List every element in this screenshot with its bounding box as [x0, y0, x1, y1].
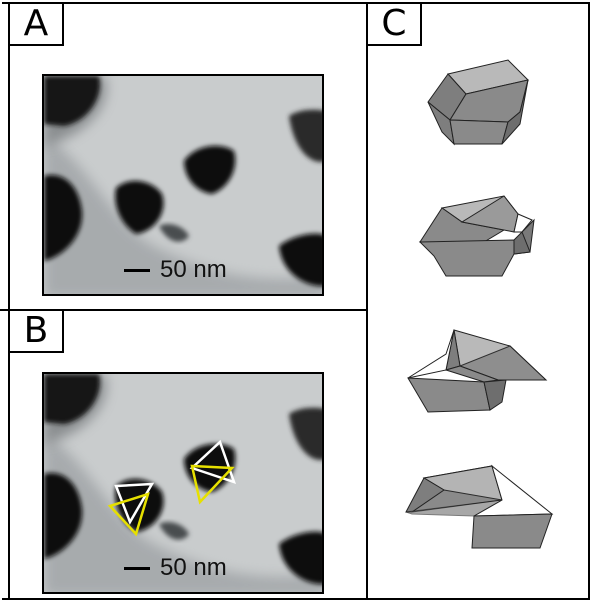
crystal-diagram-icon	[427, 59, 529, 146]
crystal-diagram-icon	[407, 329, 548, 413]
scale-bar-a: 50 nm	[124, 256, 227, 284]
tem-image-b	[42, 372, 324, 594]
triangle-overlay-icon	[189, 439, 237, 505]
column-divider	[366, 2, 368, 600]
scale-bar-label: 50 nm	[160, 554, 227, 581]
triangle-overlay-icon	[107, 482, 155, 537]
left-border	[8, 2, 10, 600]
scale-bar-label: 50 nm	[160, 256, 227, 283]
scale-bar-b: 50 nm	[124, 554, 227, 582]
panel-b-label: B	[10, 311, 64, 353]
tem-image-a	[42, 74, 324, 296]
panel-c-label: C	[368, 4, 422, 46]
scale-bar-icon	[124, 566, 150, 570]
panel-a-label: A	[10, 4, 64, 46]
crystal-diagram-icon	[405, 464, 554, 549]
crystal-diagram-icon	[418, 195, 535, 277]
row-divider	[0, 309, 368, 311]
scale-bar-icon	[124, 268, 150, 272]
